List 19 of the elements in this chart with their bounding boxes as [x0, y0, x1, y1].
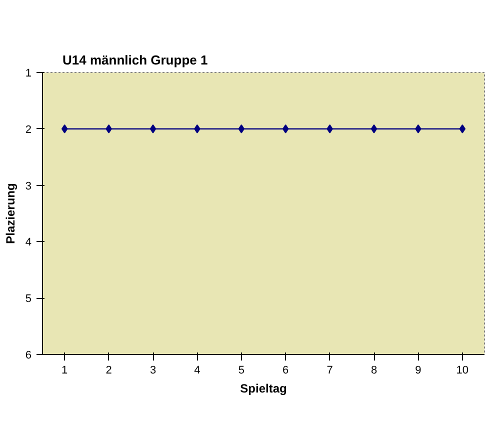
- x-tick-label: 7: [326, 364, 333, 376]
- x-tick-label: 4: [194, 364, 200, 376]
- x-tick-label: 5: [238, 364, 244, 376]
- y-tick-label: 6: [25, 350, 32, 362]
- x-tick-label: 6: [282, 364, 289, 376]
- x-axis-title: Spieltag: [240, 382, 287, 396]
- y-tick-label: 1: [25, 68, 32, 80]
- x-tick-label: 8: [370, 364, 378, 376]
- x-tick-label: 10: [456, 364, 469, 376]
- x-tick-label: 1: [62, 364, 68, 376]
- y-tick-label: 3: [25, 180, 32, 192]
- y-tick-label: 4: [25, 236, 32, 249]
- y-axis-title: Plazierung: [3, 183, 18, 244]
- chart-title: U14 männlich Gruppe 1: [62, 52, 208, 68]
- y-tick-label: 2: [25, 124, 32, 136]
- x-tick-label: 3: [150, 364, 156, 376]
- y-tick-label: 5: [25, 293, 32, 306]
- x-tick-label: 9: [415, 364, 422, 376]
- x-tick-label: 2: [106, 364, 112, 376]
